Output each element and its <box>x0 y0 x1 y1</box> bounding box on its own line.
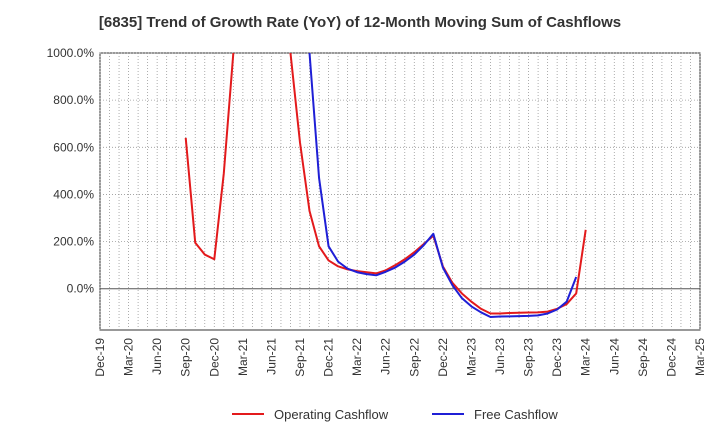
x-tick-label: Sep-21 <box>293 338 307 377</box>
x-tick-label: Dec-22 <box>436 338 450 377</box>
x-tick-label: Sep-23 <box>522 338 536 377</box>
x-tick-label: Jun-21 <box>264 338 278 375</box>
legend-label: Operating Cashflow <box>274 407 389 422</box>
y-tick-label: 200.0% <box>53 235 94 249</box>
x-tick-label: Jun-23 <box>493 338 507 375</box>
series-line-1 <box>308 53 578 319</box>
x-tick-label: Dec-20 <box>207 338 221 377</box>
y-tick-label: 800.0% <box>53 93 94 107</box>
y-tick-label: 1000.0% <box>47 46 95 60</box>
x-tick-label: Mar-20 <box>122 338 136 376</box>
x-tick-label: Mar-25 <box>693 338 707 376</box>
x-tick-label: Jun-22 <box>379 338 393 375</box>
x-tick-label: Dec-24 <box>664 338 678 377</box>
legend-label: Free Cashflow <box>474 407 558 422</box>
y-tick-label: 400.0% <box>53 187 94 201</box>
x-tick-label: Dec-19 <box>93 338 107 377</box>
x-tick-label: Sep-20 <box>179 338 193 377</box>
x-tick-label: Mar-23 <box>464 338 478 376</box>
x-tick-label: Mar-22 <box>350 338 364 376</box>
x-tick-label: Jun-20 <box>150 338 164 375</box>
x-tick-label: Jun-24 <box>607 338 621 375</box>
x-tick-label: Sep-22 <box>407 338 421 377</box>
chart-title: [6835] Trend of Growth Rate (YoY) of 12-… <box>98 14 622 31</box>
grid-lines <box>99 52 701 330</box>
x-tick-label: Mar-24 <box>579 338 593 376</box>
x-tick-label: Dec-21 <box>322 338 336 377</box>
series-layer <box>184 53 587 319</box>
y-tick-label: 600.0% <box>53 140 94 154</box>
x-tick-label: Dec-23 <box>550 338 564 377</box>
y-axis-ticks: 0.0% 200.0% 400.0% 600.0% 800.0% 1000.0% <box>47 46 95 296</box>
y-tick-label: 0.0% <box>67 282 95 296</box>
x-tick-label: Sep-24 <box>636 338 650 377</box>
x-tick-label: Mar-21 <box>236 338 250 376</box>
legend: Operating Cashflow Free Cashflow <box>232 407 558 422</box>
x-axis-ticks: Dec-19 Mar-20 Jun-20 Sep-20 Dec-20 Mar-21 Jun-… <box>93 338 707 377</box>
